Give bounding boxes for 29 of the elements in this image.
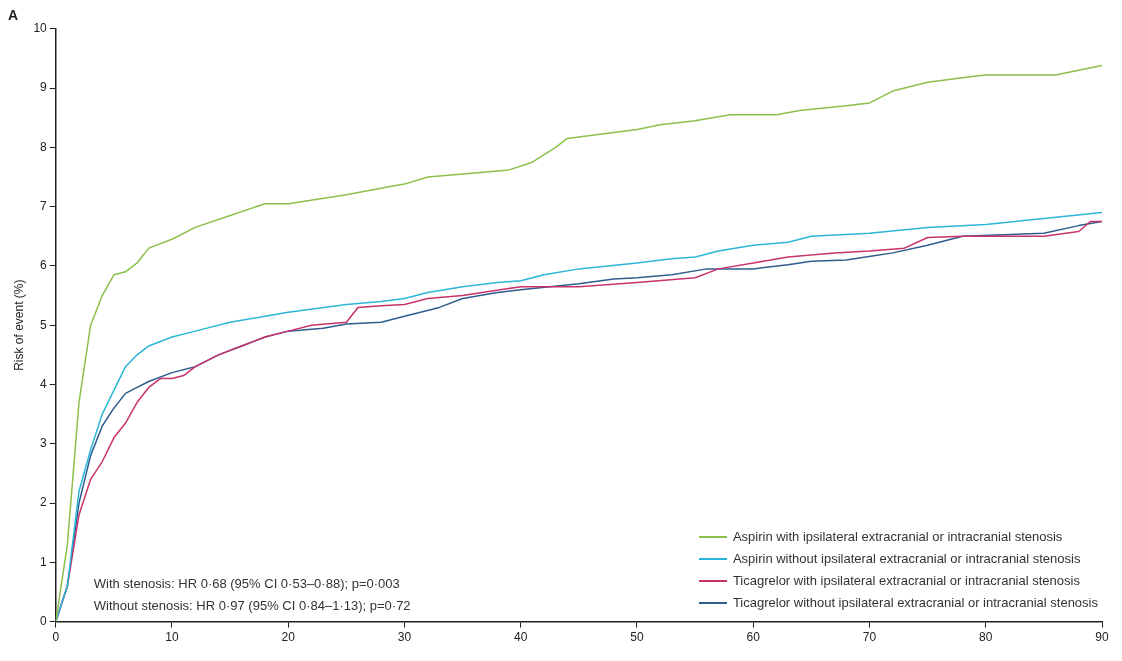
y-tick-label: 0 [40, 613, 48, 628]
legend-label: Ticagrelor with ipsilateral extracranial or intracranial stenosis [732, 573, 1080, 589]
y-tick-label: 5 [40, 317, 48, 332]
y-tick-label: 10 [33, 21, 48, 36]
y-tick-label: 7 [40, 198, 48, 213]
y-tick-label: 1 [40, 554, 48, 569]
annotation: With stenosis: HR 0·68 (95% CI 0·53–0·88); p=0·003 [93, 575, 400, 591]
x-tick-label: 30 [397, 630, 412, 645]
y-axis-title: Risk of event (%) [11, 279, 26, 371]
x-tick-label: 60 [746, 630, 761, 645]
annotation: Without stenosis: HR 0·97 (95% CI 0·84–1·13); p=0·72 [93, 597, 411, 613]
x-tick-label: 90 [1095, 630, 1109, 645]
x-tick-label: 20 [281, 630, 296, 645]
y-tick-label: 4 [40, 376, 48, 391]
y-tick-label: 8 [40, 139, 48, 154]
y-tick-label: 6 [40, 258, 48, 273]
x-tick-label: 40 [514, 630, 528, 645]
legend-label: Aspirin with ipsilateral extracranial or intracranial stenosis [732, 529, 1063, 545]
chart-title: A [8, 7, 19, 24]
y-tick-label: 9 [40, 80, 48, 95]
x-tick-label: 50 [630, 630, 644, 645]
legend-label: Ticagrelor without ipsilateral extracranial or intracranial stenosis [732, 595, 1098, 611]
x-tick-label: 80 [979, 630, 993, 645]
y-tick-label: 3 [40, 436, 48, 451]
x-tick-label: 70 [862, 630, 877, 645]
x-tick-label: 0 [52, 630, 60, 645]
legend-label: Aspirin without ipsilateral extracranial or intracranial stenosis [732, 551, 1081, 567]
y-tick-label: 2 [40, 495, 48, 510]
x-tick-label: 10 [165, 630, 179, 645]
